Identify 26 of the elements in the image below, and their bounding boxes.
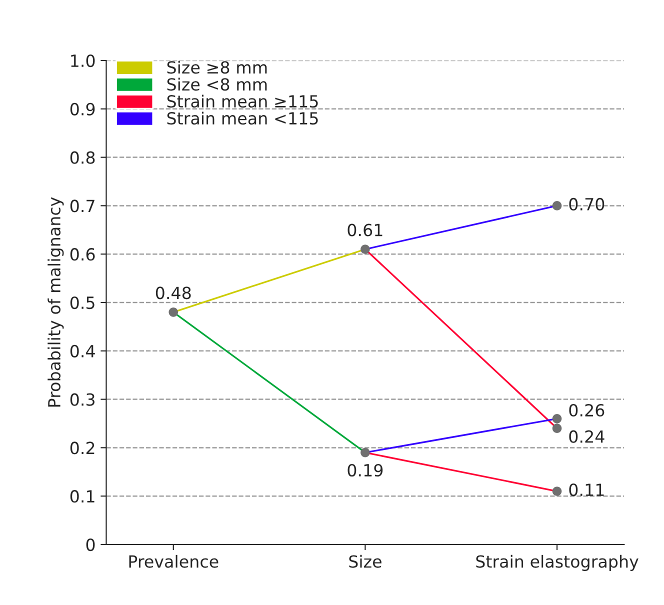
y-tick-label: 0.5: [70, 296, 94, 310]
data-label: 0.70: [569, 198, 604, 211]
legend-label: Strain mean <115: [167, 112, 318, 125]
x-tick-label: Strain elastography: [476, 554, 638, 572]
y-tick-label: 0.2: [70, 442, 94, 454]
data-label: 0.19: [348, 464, 383, 477]
y-tick-label: 0.7: [70, 200, 94, 212]
y-tick-label: 0: [86, 538, 95, 552]
data-label: 0.11: [569, 483, 604, 496]
y-tick-label: 0.1: [70, 490, 94, 503]
legend-label: Strain mean ≥115: [167, 94, 318, 108]
y-tick-label: 0.9: [70, 102, 95, 116]
y-tick-label: 0.4: [70, 344, 95, 358]
y-tick-label: 0.6: [70, 248, 95, 261]
x-tick-label: Prevalence: [129, 554, 218, 568]
data-label: 0.48: [156, 286, 191, 300]
legend-label: Size <8 mm: [167, 78, 267, 91]
y-tick-label: 0.8: [70, 151, 95, 164]
y-axis-title: Probability of malignancy: [48, 197, 64, 407]
y-tick-label: 0.3: [70, 393, 94, 406]
y-tick-label: 1.0: [71, 54, 95, 68]
data-label: 0.26: [569, 404, 604, 417]
x-tick-label: Size: [349, 554, 382, 568]
data-label: 0.61: [348, 224, 382, 236]
legend-label: Size ≥8 mm: [167, 60, 267, 74]
data-label: 0.24: [569, 430, 604, 443]
